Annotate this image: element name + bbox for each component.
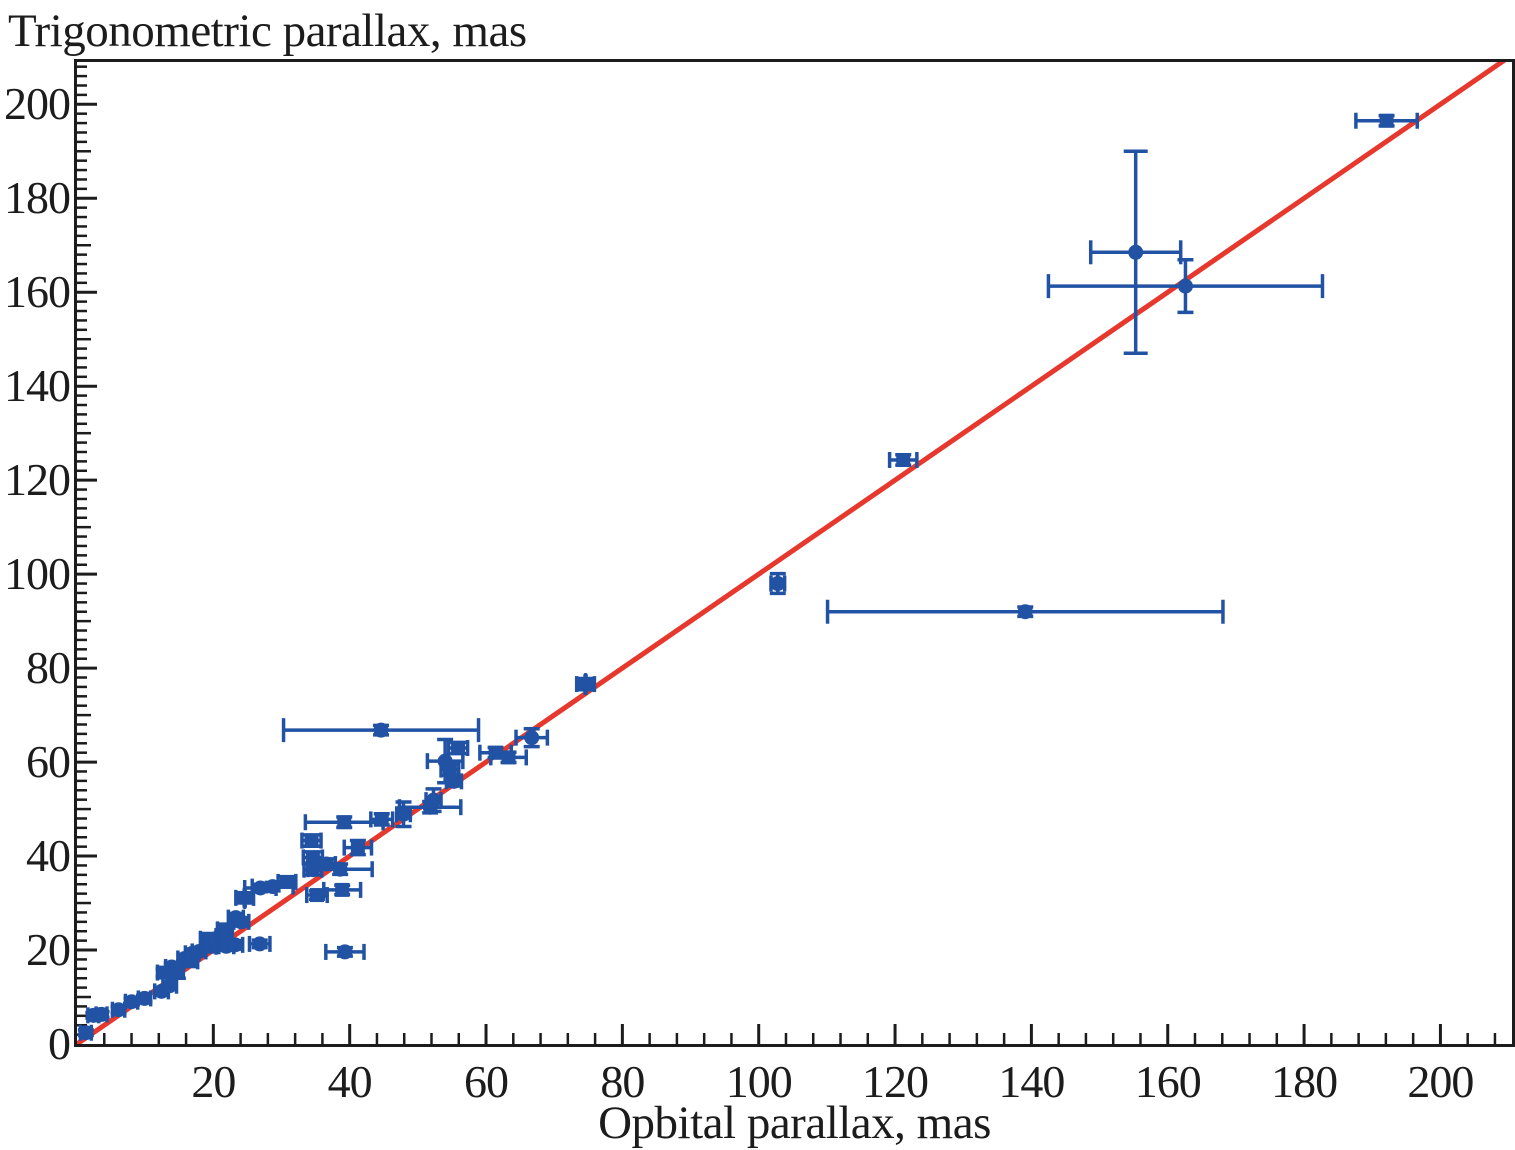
- data-point-circle: [770, 576, 786, 592]
- x-tick-label: 80: [600, 1056, 645, 1107]
- data-point-square: [442, 762, 457, 777]
- x-tick-label: 160: [1134, 1056, 1202, 1107]
- plot-canvas: [77, 62, 1507, 1044]
- x-tick-label: 120: [862, 1056, 929, 1107]
- x-tick-label: 140: [998, 1056, 1065, 1107]
- data-point-square: [337, 815, 352, 830]
- data-point-circle: [170, 962, 186, 978]
- data-point-circle: [332, 861, 348, 877]
- data-point-circle: [78, 1025, 94, 1041]
- y-tick-label: 100: [4, 548, 71, 600]
- data-point-square: [309, 888, 324, 903]
- x-tick-label: 200: [1407, 1056, 1474, 1107]
- data-point-circle: [162, 978, 178, 994]
- data-point-circle: [524, 730, 540, 746]
- data-point-square: [335, 882, 350, 897]
- y-tick-label: 60: [26, 736, 71, 788]
- x-tick-label: 60: [464, 1056, 509, 1107]
- data-point-circle: [1128, 244, 1144, 260]
- x-tick-label: 20: [191, 1056, 236, 1107]
- data-point-circle: [1017, 604, 1033, 620]
- y-tick-label: 180: [4, 172, 71, 224]
- data-point-circle: [227, 937, 243, 953]
- y-tick-label: 120: [4, 454, 71, 506]
- x-tick-label: 180: [1271, 1056, 1338, 1107]
- data-point-circle: [124, 994, 140, 1010]
- data-point-circle: [94, 1006, 110, 1022]
- x-tick-label: 40: [327, 1056, 373, 1107]
- data-point-circle: [426, 792, 442, 808]
- data-point-square: [350, 840, 365, 855]
- y-axis-title: Trigonometric parallax, mas: [8, 5, 527, 57]
- data-point-circle: [111, 1002, 127, 1018]
- x-tick-label: 100: [725, 1056, 793, 1107]
- y-tick-label: 200: [4, 78, 71, 130]
- data-point-square: [279, 874, 294, 889]
- data-point-circle: [446, 773, 462, 789]
- y-tick-label: 140: [4, 360, 71, 412]
- data-point-circle: [136, 990, 152, 1006]
- data-point-asterisk: [240, 893, 250, 903]
- data-point-circle: [252, 936, 268, 952]
- y-tick-label: 0: [48, 1018, 71, 1069]
- data-point-square: [451, 740, 466, 755]
- data-point-square: [501, 750, 516, 765]
- data-point-square: [304, 833, 319, 848]
- y-tick-label: 160: [4, 266, 71, 318]
- data-point-circle: [1177, 278, 1193, 294]
- data-point-square: [1379, 113, 1394, 128]
- y-tick-label: 20: [26, 924, 71, 976]
- plot-area: [74, 59, 1515, 1047]
- data-point-square: [896, 452, 911, 467]
- y-tick-label: 80: [26, 642, 71, 694]
- identity-line: [77, 62, 1507, 1044]
- data-point-square: [374, 812, 389, 827]
- y-tick-label: 40: [26, 830, 71, 882]
- data-point-circle: [373, 722, 389, 738]
- x-axis-title: Opbital parallax, mas: [598, 1097, 991, 1149]
- data-point-circle: [337, 944, 353, 960]
- data-point-circle: [233, 914, 249, 930]
- data-point-square: [217, 922, 232, 937]
- data-point-asterisk: [581, 679, 591, 689]
